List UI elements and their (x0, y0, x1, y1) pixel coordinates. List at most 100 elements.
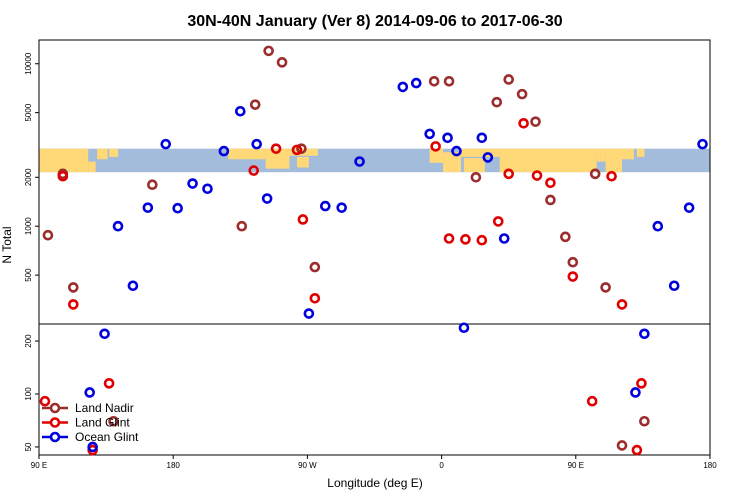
x-tick-label: 180 (703, 461, 717, 470)
point-ocean-glint (172, 202, 183, 214)
legend-label-ocean-glint: Ocean Glint (75, 430, 139, 444)
x-tick-label: 180 (167, 461, 181, 470)
point-ocean-glint (424, 128, 435, 140)
y-tick-label: 2000 (24, 168, 33, 186)
y-tick-label: 50 (24, 442, 33, 451)
y-tick-label: 200 (24, 334, 33, 348)
legend-label-land-nadir: Land Nadir (75, 401, 134, 415)
map-land (265, 148, 290, 169)
point-ocean-glint (410, 77, 422, 89)
map-land (460, 148, 500, 157)
point-land-glint (518, 117, 529, 129)
point-ocean-glint (160, 138, 172, 150)
point-land-nadir (42, 229, 54, 241)
point-ocean-glint (251, 138, 263, 150)
point-ocean-glint (652, 220, 664, 232)
point-land-nadir (616, 440, 628, 451)
point-land-nadir (560, 231, 571, 243)
point-land-nadir (276, 57, 288, 68)
point-land-nadir (309, 261, 321, 273)
y-axis: 500 1000 2000 5000 10000 50 100 200 (24, 52, 39, 451)
point-land-nadir (147, 179, 158, 191)
point-land-glint (291, 144, 303, 156)
point-ocean-glint (697, 138, 708, 150)
point-ocean-glint (202, 183, 213, 195)
point-land-nadir (567, 256, 579, 268)
lower-panel (38, 323, 711, 456)
x-axis: 90 E 180 90 W 0 90 E 180 (31, 455, 717, 470)
point-land-nadir (443, 75, 455, 87)
point-ocean-glint (303, 308, 315, 319)
x-tick-label: 90 E (568, 461, 584, 470)
point-land-nadir (545, 194, 556, 206)
point-ocean-glint (668, 280, 680, 292)
point-land-nadir (263, 45, 274, 57)
x-tick-label: 90 W (298, 461, 317, 470)
point-ocean-glint (639, 328, 650, 340)
point-land-nadir (600, 282, 611, 293)
point-land-glint (586, 395, 598, 407)
point-land-glint (567, 271, 579, 282)
point-ocean-glint (84, 387, 95, 398)
point-land-nadir (516, 88, 528, 100)
map-land (97, 148, 108, 160)
point-land-glint (631, 444, 643, 456)
point-land-glint (57, 170, 69, 182)
map-land (463, 158, 485, 173)
point-ocean-glint (187, 178, 198, 189)
point-ocean-glint (319, 200, 331, 212)
point-land-glint (606, 170, 617, 182)
map-land (596, 148, 606, 162)
legend-marker-ocean-glint (49, 431, 61, 443)
point-land-nadir (108, 415, 119, 427)
point-land-glint (270, 143, 282, 154)
y-tick-label: 1000 (24, 217, 33, 235)
map-land (429, 148, 444, 163)
point-ocean-glint (442, 132, 453, 144)
point-land-glint (616, 299, 628, 310)
map-land (622, 148, 634, 160)
point-ocean-glint (218, 145, 230, 157)
map-land (296, 156, 309, 168)
point-ocean-glint (458, 322, 470, 334)
legend-marker-land-glint (49, 417, 61, 428)
upper-panel-frame (38, 39, 711, 325)
x-tick-label: 90 E (31, 461, 47, 470)
point-land-nadir (236, 220, 248, 232)
point-land-glint (476, 234, 488, 246)
y-tick-label: 500 (24, 268, 33, 282)
y-tick-label: 100 (24, 387, 33, 401)
point-land-glint (460, 234, 471, 245)
legend-label-land-glint: Land Glint (75, 416, 130, 430)
point-ocean-glint (235, 105, 246, 117)
lower-panel-frame (38, 323, 711, 456)
point-land-glint (297, 214, 309, 225)
y-tick-label: 10000 (24, 52, 33, 75)
y-tick-label: 5000 (24, 103, 33, 121)
x-axis-label: Longitude (deg E) (327, 476, 422, 490)
point-ocean-glint (451, 145, 462, 157)
point-land-glint (430, 141, 441, 152)
map-land (228, 148, 266, 160)
map-land (605, 148, 623, 173)
point-land-nadir (67, 282, 79, 293)
point-land-nadir (530, 116, 541, 127)
point-land-nadir (491, 96, 503, 108)
map-land (636, 148, 645, 157)
point-ocean-glint (683, 202, 695, 213)
point-land-glint (248, 165, 260, 176)
y-axis-label: N Total (0, 226, 14, 263)
point-land-glint (503, 168, 515, 180)
point-ocean-glint (354, 156, 365, 167)
point-ocean-glint (482, 152, 494, 163)
point-ocean-glint (476, 132, 488, 144)
legend-marker-land-nadir (49, 402, 61, 414)
map-land (499, 148, 597, 173)
point-ocean-glint (630, 387, 641, 398)
map-land (109, 148, 119, 157)
point-land-glint (531, 170, 543, 181)
point-land-nadir (639, 415, 650, 427)
point-land-glint (492, 216, 504, 227)
